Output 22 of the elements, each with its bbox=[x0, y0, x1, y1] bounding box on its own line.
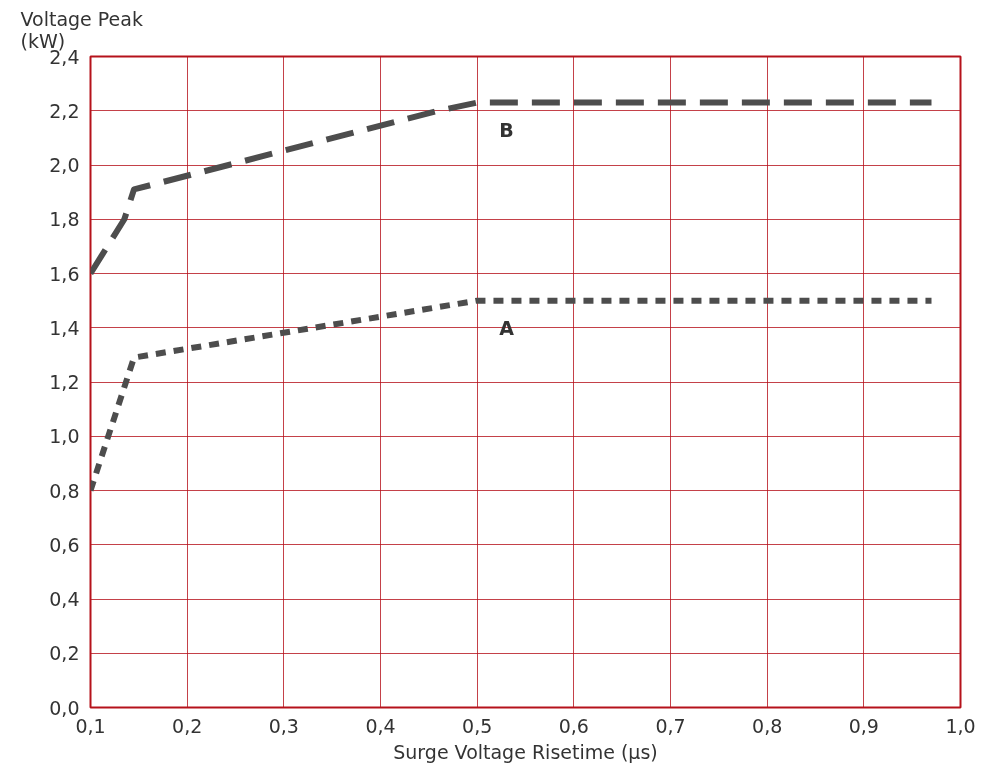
x-tick-label: 0,6 bbox=[558, 714, 589, 737]
y-tick-label: 1,8 bbox=[49, 208, 80, 231]
y-tick-label: 1,6 bbox=[49, 262, 80, 285]
x-tick-label: 1,0 bbox=[945, 714, 976, 737]
x-tick-label: 0,8 bbox=[752, 714, 783, 737]
x-tick-label: 0,7 bbox=[655, 714, 686, 737]
y-tick-label: 0,6 bbox=[49, 533, 80, 556]
x-tick-label: 0,3 bbox=[268, 714, 299, 737]
x-tick-label: 0,9 bbox=[848, 714, 879, 737]
x-axis-title: Surge Voltage Risetime (µs) bbox=[393, 740, 658, 763]
x-tick-label: 0,5 bbox=[462, 714, 493, 737]
y-tick-label: 1,4 bbox=[49, 316, 80, 339]
x-tick-label: 0,4 bbox=[365, 714, 396, 737]
y-tick-label: 0,2 bbox=[49, 642, 80, 665]
y-tick-label: 0,8 bbox=[49, 479, 80, 502]
y-tick-label: 2,0 bbox=[49, 154, 80, 176]
x-tick-label: 0,2 bbox=[172, 714, 203, 737]
y-tick-label: 1,2 bbox=[49, 371, 80, 393]
y-tick-label: 0,4 bbox=[49, 588, 80, 610]
y-tick-label: 1,0 bbox=[49, 425, 80, 448]
y-tick-label: 2,2 bbox=[49, 99, 80, 122]
series-label: B bbox=[499, 118, 514, 141]
